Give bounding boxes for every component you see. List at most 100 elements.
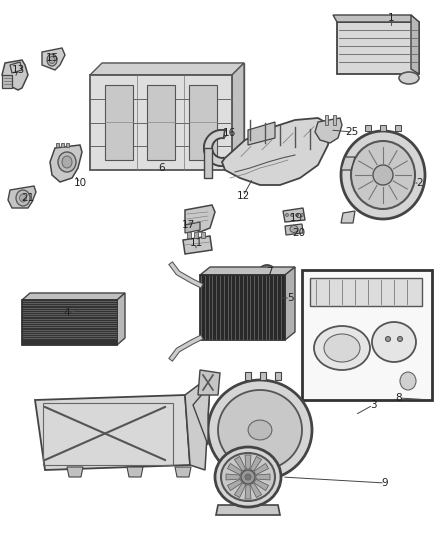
Ellipse shape bbox=[400, 372, 416, 390]
Text: 13: 13 bbox=[11, 65, 25, 75]
Polygon shape bbox=[254, 479, 268, 490]
Polygon shape bbox=[10, 62, 22, 73]
Polygon shape bbox=[67, 467, 83, 477]
Ellipse shape bbox=[208, 380, 312, 480]
Polygon shape bbox=[105, 85, 133, 160]
Ellipse shape bbox=[341, 131, 425, 219]
Polygon shape bbox=[102, 63, 244, 158]
Polygon shape bbox=[341, 211, 355, 223]
Polygon shape bbox=[333, 115, 336, 125]
Polygon shape bbox=[35, 395, 190, 470]
Polygon shape bbox=[90, 63, 244, 75]
Ellipse shape bbox=[221, 453, 275, 501]
Ellipse shape bbox=[58, 152, 76, 172]
Polygon shape bbox=[90, 75, 232, 170]
Ellipse shape bbox=[398, 336, 403, 342]
Polygon shape bbox=[187, 232, 191, 238]
Polygon shape bbox=[185, 205, 215, 232]
Ellipse shape bbox=[259, 265, 275, 279]
Ellipse shape bbox=[262, 268, 272, 276]
Text: 11: 11 bbox=[189, 238, 203, 248]
Polygon shape bbox=[365, 125, 371, 131]
Text: 10: 10 bbox=[74, 178, 87, 188]
Polygon shape bbox=[175, 467, 191, 477]
Polygon shape bbox=[117, 293, 125, 345]
FancyBboxPatch shape bbox=[306, 366, 386, 390]
Text: 5: 5 bbox=[287, 293, 293, 303]
Ellipse shape bbox=[351, 141, 415, 209]
Polygon shape bbox=[283, 208, 305, 222]
Polygon shape bbox=[250, 483, 261, 497]
Text: 1: 1 bbox=[388, 13, 394, 23]
Text: 8: 8 bbox=[396, 393, 403, 403]
Ellipse shape bbox=[372, 322, 416, 362]
Polygon shape bbox=[185, 222, 200, 233]
Polygon shape bbox=[22, 300, 117, 345]
Polygon shape bbox=[254, 463, 268, 475]
Polygon shape bbox=[50, 145, 82, 182]
Polygon shape bbox=[204, 130, 225, 166]
Polygon shape bbox=[201, 232, 205, 238]
Polygon shape bbox=[8, 186, 36, 208]
Polygon shape bbox=[411, 15, 419, 74]
Polygon shape bbox=[42, 48, 65, 70]
Polygon shape bbox=[250, 456, 261, 471]
Ellipse shape bbox=[296, 214, 299, 216]
Text: 21: 21 bbox=[21, 193, 35, 203]
Ellipse shape bbox=[47, 54, 57, 66]
Text: 7: 7 bbox=[266, 267, 272, 277]
Polygon shape bbox=[2, 60, 28, 90]
Ellipse shape bbox=[218, 390, 302, 470]
Polygon shape bbox=[275, 372, 281, 380]
Polygon shape bbox=[226, 474, 240, 480]
Text: 20: 20 bbox=[293, 228, 306, 238]
Polygon shape bbox=[325, 115, 328, 125]
Polygon shape bbox=[189, 85, 217, 160]
Polygon shape bbox=[315, 118, 342, 143]
Text: 9: 9 bbox=[381, 478, 389, 488]
Ellipse shape bbox=[324, 334, 360, 362]
Polygon shape bbox=[337, 22, 419, 74]
Ellipse shape bbox=[20, 194, 27, 202]
Text: 17: 17 bbox=[181, 220, 194, 230]
Ellipse shape bbox=[49, 56, 55, 63]
Polygon shape bbox=[227, 463, 242, 475]
Polygon shape bbox=[395, 125, 401, 131]
Polygon shape bbox=[194, 232, 198, 238]
Polygon shape bbox=[333, 15, 419, 22]
Polygon shape bbox=[245, 455, 251, 469]
Text: 12: 12 bbox=[237, 191, 250, 201]
Polygon shape bbox=[127, 467, 143, 477]
Bar bbox=[43, 403, 173, 465]
Polygon shape bbox=[222, 118, 330, 185]
Text: 6: 6 bbox=[159, 163, 165, 173]
Ellipse shape bbox=[290, 214, 293, 216]
Polygon shape bbox=[248, 122, 275, 145]
Polygon shape bbox=[227, 479, 242, 490]
Ellipse shape bbox=[385, 336, 391, 342]
Polygon shape bbox=[200, 267, 295, 275]
Polygon shape bbox=[185, 380, 210, 470]
Polygon shape bbox=[248, 420, 272, 440]
Ellipse shape bbox=[241, 470, 255, 484]
Text: 25: 25 bbox=[346, 127, 359, 137]
Polygon shape bbox=[234, 456, 246, 471]
Text: 16: 16 bbox=[223, 128, 236, 138]
Ellipse shape bbox=[290, 225, 298, 232]
Polygon shape bbox=[147, 85, 175, 160]
Polygon shape bbox=[22, 293, 125, 300]
Polygon shape bbox=[285, 267, 295, 340]
Text: 3: 3 bbox=[370, 400, 376, 410]
FancyBboxPatch shape bbox=[388, 366, 428, 396]
Polygon shape bbox=[216, 505, 280, 515]
Polygon shape bbox=[380, 125, 386, 131]
Text: 15: 15 bbox=[46, 53, 59, 63]
Polygon shape bbox=[56, 143, 59, 147]
Ellipse shape bbox=[399, 72, 419, 84]
FancyBboxPatch shape bbox=[328, 338, 356, 357]
Polygon shape bbox=[61, 143, 64, 147]
Polygon shape bbox=[341, 157, 355, 170]
Polygon shape bbox=[66, 143, 69, 147]
Polygon shape bbox=[198, 370, 220, 395]
Polygon shape bbox=[256, 474, 270, 480]
